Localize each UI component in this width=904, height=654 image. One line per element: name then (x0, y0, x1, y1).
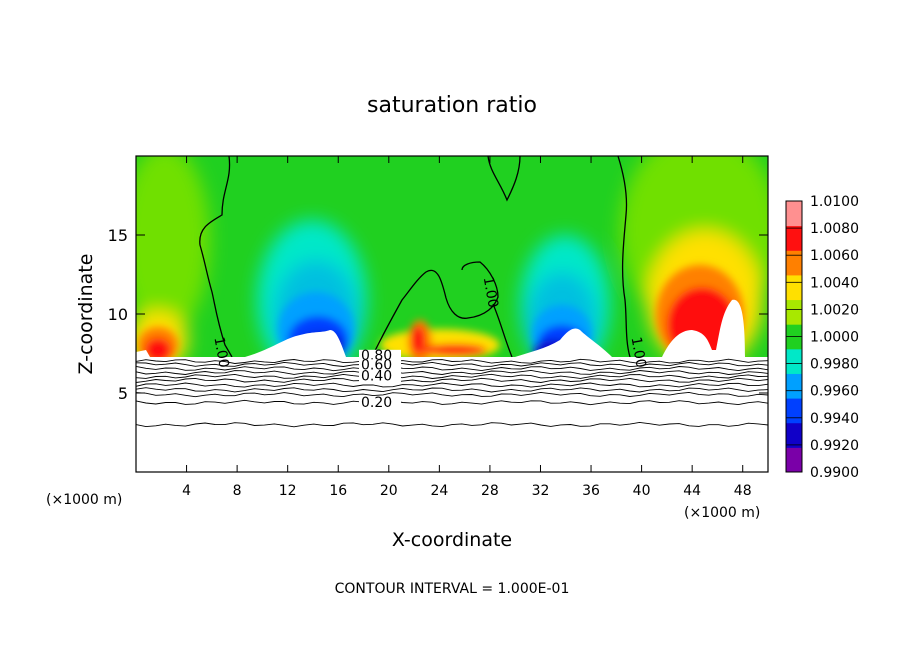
x-axis-ticks: 4 8 12 16 20 24 28 32 36 40 44 48 (182, 156, 752, 499)
surface-contour-line (135, 365, 769, 372)
x-tick-label: 28 (481, 483, 499, 499)
x-axis-label: X-coordinate (392, 529, 512, 551)
colorbar-label: 0.9980 (810, 357, 859, 373)
colorbar-label: 1.0080 (810, 221, 859, 237)
x-tick-label: 40 (633, 483, 651, 499)
surface-contour-line (135, 421, 769, 428)
contour-line-1 (199, 156, 233, 357)
contour-label-bg (358, 359, 401, 373)
surface-contour-line (135, 369, 769, 375)
x-unit-left: (×1000 m) (46, 492, 122, 508)
colorbar-swatch (786, 348, 802, 374)
contour-label: 1.00 (628, 336, 649, 369)
surface-contour-line (135, 399, 769, 406)
y-axis-label: Z-coordinate (75, 254, 97, 375)
surface-contour-line (135, 358, 769, 365)
void-1 (136, 350, 150, 357)
colorbar-label: 0.9960 (810, 384, 859, 400)
colorbar-swatch (786, 299, 802, 325)
x-tick-label: 20 (380, 483, 398, 499)
contour-line-2 (371, 261, 499, 357)
colorbar-label: 1.0000 (810, 330, 859, 346)
surface-contour-line (135, 382, 769, 388)
x-tick-label: 16 (329, 483, 347, 499)
x-tick-label: 12 (279, 483, 297, 499)
field-red-mid (411, 326, 425, 354)
contour-label-bg (358, 370, 401, 384)
lower-layer (136, 357, 768, 472)
contour-line-3 (487, 156, 521, 202)
void-4 (662, 299, 745, 357)
x-tick-label: 36 (582, 483, 600, 499)
colorbar-label: 1.0060 (810, 248, 859, 264)
field-red-left (145, 338, 171, 357)
x-tick-label: 24 (430, 483, 448, 499)
y-axis-ticks: 5 10 15 (108, 226, 768, 403)
colorbar-label: 1.0020 (810, 302, 859, 318)
x-tick-label: 48 (734, 483, 752, 499)
colorbar: 0.9900 0.9920 0.9940 0.9960 0.9980 1.0000 1.00… (785, 194, 859, 481)
field-layer (136, 156, 768, 357)
colorbar-swatch (786, 274, 802, 301)
colorbar-label: 1.0040 (810, 275, 859, 291)
contour-label: 0.40 (361, 368, 392, 384)
x-tick-label: 8 (233, 483, 242, 499)
x-tick-label: 32 (532, 483, 550, 499)
contour-label: 1.00 (210, 336, 231, 369)
colorbar-swatch (786, 447, 802, 473)
colorbar-swatch (786, 422, 802, 448)
colorbar-label: 1.0100 (810, 194, 859, 210)
void-2 (245, 330, 346, 357)
surface-contour-line (135, 373, 769, 379)
colorbar-swatch (786, 201, 802, 227)
contour-interval-note: CONTOUR INTERVAL = 1.000E-01 (335, 581, 570, 597)
colorbar-label: 0.9920 (810, 438, 859, 454)
x-tick-label: 44 (683, 483, 701, 499)
y-tick-label: 10 (108, 305, 128, 324)
x-tick-label: 4 (182, 483, 191, 499)
x-unit-right: (×1000 m) (684, 505, 760, 521)
contour-label: 0.20 (361, 395, 392, 411)
surface-contour-line (135, 361, 769, 368)
y-tick-label: 5 (118, 384, 128, 403)
field-red-mid-b (423, 344, 487, 356)
colorbar-swatch (786, 250, 802, 276)
field-light-green-left (136, 156, 210, 335)
void-3 (515, 328, 612, 357)
colorbar-label: 0.9900 (810, 465, 859, 481)
colorbar-swatch (786, 373, 802, 399)
colorbar-swatch (786, 398, 802, 424)
contour-labels: 1.001.001.000.800.600.400.20 (210, 276, 648, 412)
colorbar-swatch (786, 225, 802, 251)
surface-contours (135, 358, 769, 428)
contour-label-bg (358, 397, 401, 411)
contour-label: 1.00 (480, 276, 501, 309)
surface-contour-line (135, 377, 769, 383)
contour-line-4 (617, 156, 631, 357)
surface-contour-line (135, 391, 769, 398)
contour-label: 0.60 (361, 357, 392, 373)
surface-contour-line (135, 387, 769, 393)
y-tick-label: 15 (108, 226, 128, 245)
contour-line-5 (492, 303, 513, 357)
colorbar-label: 0.9940 (810, 411, 859, 427)
chart-title: saturation ratio (367, 93, 537, 118)
